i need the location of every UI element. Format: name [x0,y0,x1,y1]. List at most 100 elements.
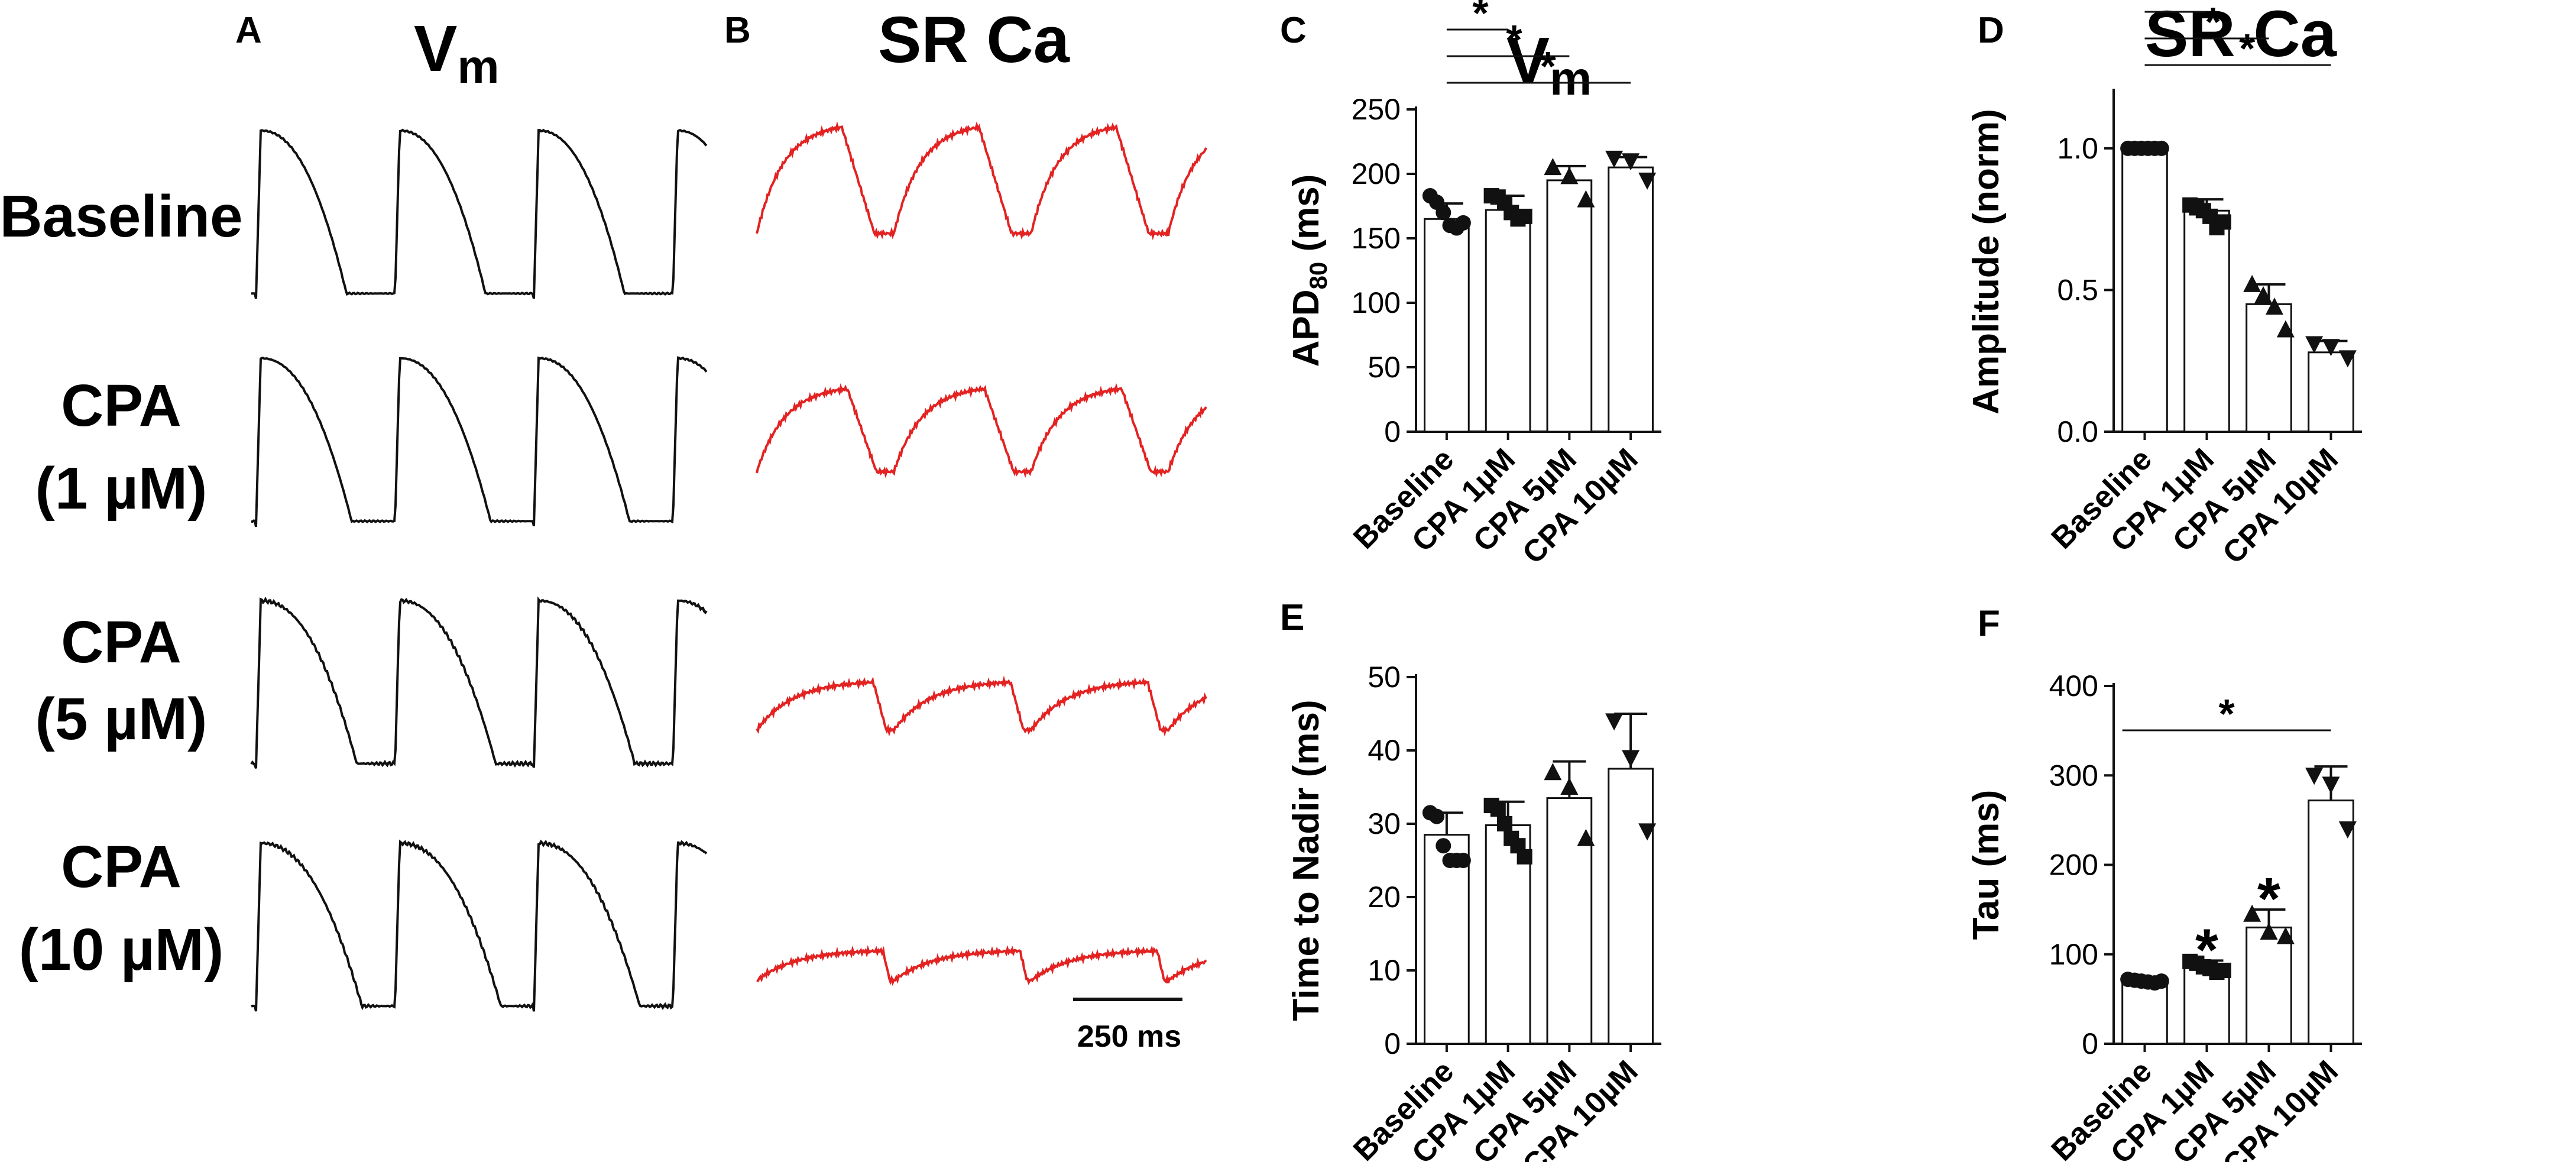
row-label-baseline: Baseline [0,183,243,250]
data-point [2322,776,2340,794]
chart-title: Vm [1506,24,1592,105]
data-point [2243,904,2261,922]
y-tick-label: 400 [2049,669,2098,703]
row-label-line1: CPA [61,834,182,900]
row-label-line1: CPA [61,373,182,439]
significance-star: * [2239,25,2256,72]
data-point [2338,821,2357,839]
data-point [1560,167,1579,185]
data-point [1577,190,1595,208]
vm-trace [251,128,708,299]
y-axis-label-unit: (ms) [1286,174,1327,262]
row-label-cpa-10um: CPA (10 µM) [19,834,224,983]
y-tick-label: 0 [1384,415,1401,448]
data-point [2215,214,2231,230]
data-point [1517,208,1532,224]
panel-a-title: Vm [414,12,500,93]
data-point [2260,922,2278,940]
sr-ca-trace [756,945,1207,986]
data-point [1455,215,1471,231]
significance-star: * [1540,43,1556,89]
vm-trace [251,356,708,527]
data-point [2215,962,2231,978]
bar [2308,800,2354,1045]
data-point [2265,297,2283,315]
bar [2308,351,2354,433]
y-tick-label: 250 [1352,93,1401,126]
y-tick-label: 150 [1352,222,1401,255]
panel-letter-e: E [1280,597,1304,638]
bar [1608,768,1654,1045]
sr-ca-trace [756,383,1207,479]
data-point [2305,336,2324,354]
y-axis-label: Tau (ms) [1966,790,2007,940]
panel-letter-c: C [1280,10,1307,51]
vm-trace [251,839,708,1012]
panel-a-title-main: V [414,12,457,85]
data-point [1605,150,1624,168]
data-point [1517,849,1532,865]
y-tick-label: 10 [1368,954,1401,987]
bar [1608,166,1654,433]
y-tick-label: 50 [1368,661,1401,694]
row-label-line1: CPA [61,609,182,675]
y-tick-label: 100 [1352,286,1401,319]
vm-traces [250,128,708,1012]
panel-a-title-sub: m [457,40,499,93]
data-point [2153,140,2169,156]
vm-trace [250,596,708,769]
y-tick-label: 0.0 [2057,415,2098,448]
data-point [1544,763,1562,781]
y-tick-label: 40 [1368,734,1401,767]
y-tick-label: 300 [2049,759,2098,792]
bar [2121,147,2168,433]
data-point [1497,816,1513,831]
bar [1424,834,1470,1045]
bar [1485,209,1531,433]
y-tick-label: 100 [2049,938,2098,971]
bar [2183,966,2230,1045]
chart-title-sub: m [1550,52,1592,105]
panel-letter-b: B [724,10,751,51]
bar [2246,926,2292,1045]
bar [1546,179,1593,433]
data-point [1638,172,1657,190]
row-label-cpa-1um: CPA (1 µM) [35,373,208,522]
data-point [1622,750,1640,768]
data-point [1544,158,1562,176]
bar [1424,218,1470,433]
data-point [2153,973,2169,989]
data-point [2276,320,2295,338]
data-point [1577,828,1595,846]
sr-ca-traces [756,121,1207,986]
data-point [1560,778,1579,795]
y-axis-label: APD80 (ms) [1286,174,1332,367]
y-axis-label: Time to Nadir (ms) [1286,700,1327,1021]
y-tick-label: 200 [2049,849,2098,882]
panel-b-title: SR Ca [878,4,1070,76]
y-tick-label: 0 [2082,1027,2098,1060]
data-point [2338,350,2357,368]
panel-letter-d: D [1978,10,2004,51]
y-tick-label: 0 [1384,1027,1401,1060]
data-point [2254,286,2273,303]
y-tick-label: 50 [1368,351,1401,384]
data-point [2322,339,2340,357]
y-axis-label-main: APD [1286,289,1327,367]
sr-ca-trace [756,675,1207,737]
data-point [1436,838,1451,854]
y-tick-label: 0.5 [2057,273,2098,306]
data-point [2243,274,2261,292]
data-point [1436,205,1451,221]
significance-star: * [1506,17,1522,63]
y-axis-label-main: Tau (ms) [1966,790,2007,940]
row-label-line2: (5 µM) [35,686,208,752]
data-point [1638,823,1657,841]
panel-letter-a: A [235,10,262,51]
